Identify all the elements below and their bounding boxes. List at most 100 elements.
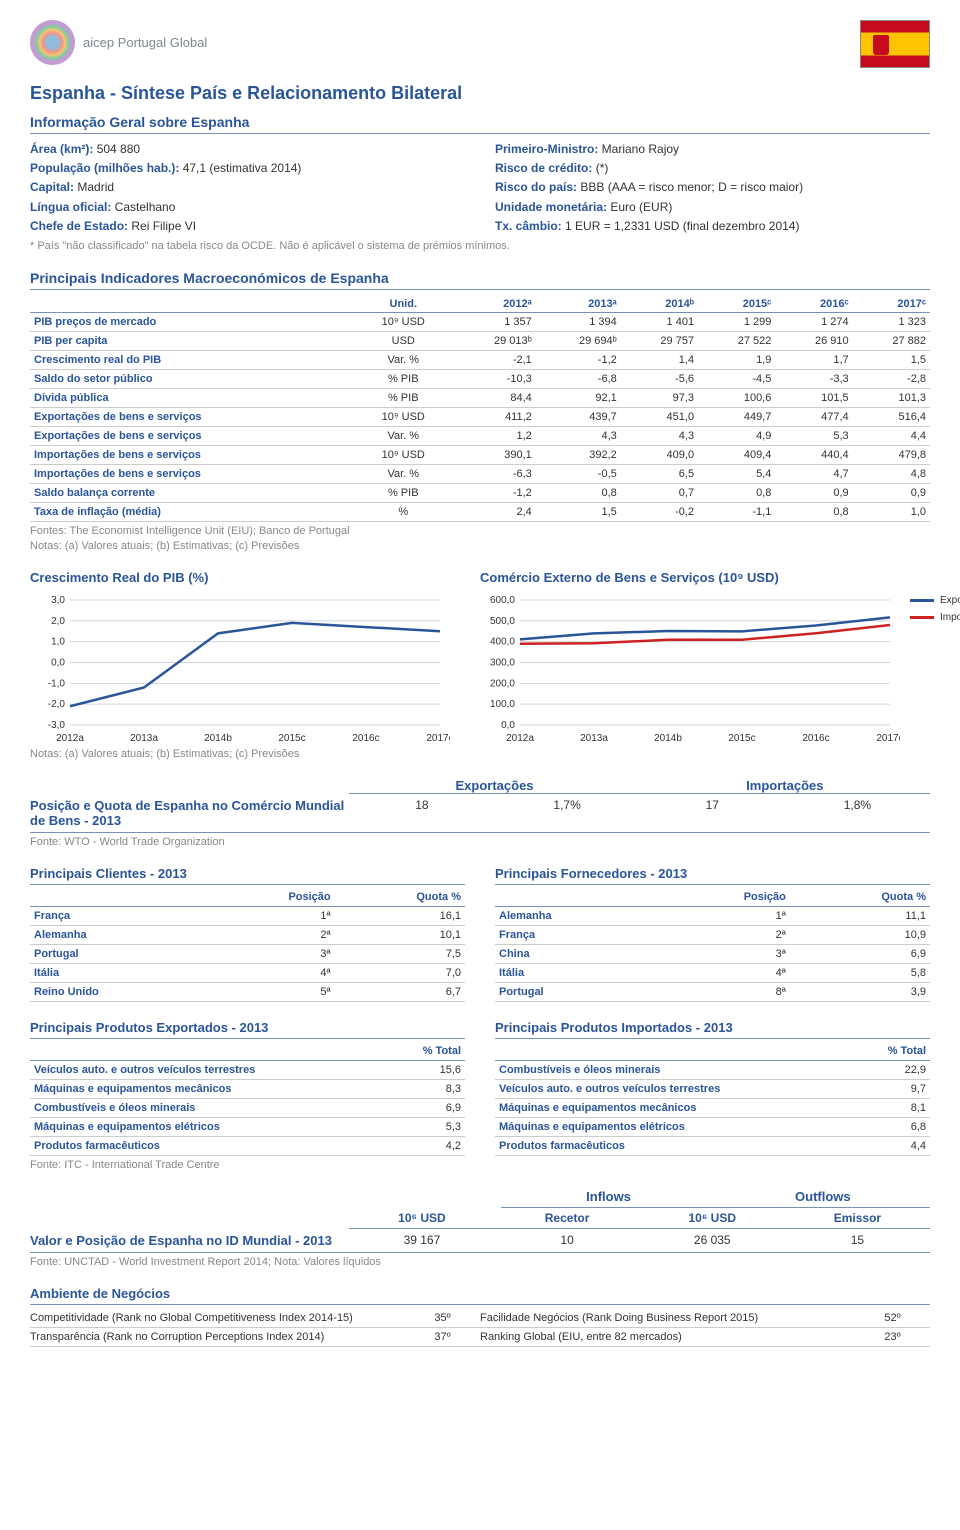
table-row: Itália4ª5,8 (495, 963, 930, 982)
info-row: Unidade monetária: Euro (EUR) (495, 198, 930, 217)
trade-position: Exportações Importações Posição e Quota … (30, 778, 930, 848)
svg-text:3,0: 3,0 (51, 595, 65, 606)
page-header: aicep Portugal Global (30, 20, 930, 68)
table-row: França1ª16,1 (30, 906, 465, 925)
table-row: Máquinas e equipamentos elétricos6,8 (495, 1117, 930, 1136)
table-row: Combustíveis e óleos minerais22,9 (495, 1060, 930, 1079)
table-row: Reino Unido5ª6,7 (30, 982, 465, 1001)
svg-text:400,0: 400,0 (490, 637, 515, 648)
table-row: Máquinas e equipamentos mecânicos8,3 (30, 1079, 465, 1098)
svg-text:600,0: 600,0 (490, 595, 515, 606)
table-row: China3ª6,9 (495, 944, 930, 963)
flow-sub: Emissor (785, 1208, 930, 1229)
svg-text:100,0: 100,0 (490, 699, 515, 710)
chart-gdp-title: Crescimento Real do PIB (%) (30, 570, 450, 585)
table-row: Importações de bens e serviços10⁹ USD390… (30, 445, 930, 464)
svg-text:2017c: 2017c (426, 733, 450, 744)
page-title: Espanha - Síntese País e Relacionamento … (30, 83, 930, 104)
flows-source: Fonte: UNCTAD - World Investment Report … (30, 1256, 930, 1268)
table-row: PIB preços de mercado10⁹ USD1 3571 3941 … (30, 312, 930, 331)
flow-val: 26 035 (640, 1229, 785, 1252)
flow-sub: 10⁶ USD (349, 1208, 494, 1229)
table-row: Exportações de bens e serviços10⁹ USD411… (30, 407, 930, 426)
svg-text:2017c: 2017c (876, 733, 900, 744)
svg-text:300,0: 300,0 (490, 657, 515, 668)
flows-row-label: Valor e Posição de Espanha no ID Mundial… (30, 1229, 349, 1252)
flow-val: 10 (495, 1229, 640, 1252)
svg-text:0,0: 0,0 (501, 720, 515, 731)
table-row: Importações de bens e serviçosVar. %-6,3… (30, 464, 930, 483)
outflows-label: Outflows (716, 1189, 930, 1208)
chart-gdp: 3,02,01,00,0-1,0-2,0-3,02012a2013a2014b2… (30, 595, 450, 745)
table-row: Portugal8ª3,9 (495, 982, 930, 1001)
legend-item: Exportações (910, 595, 960, 606)
svg-text:2013a: 2013a (580, 733, 608, 744)
flow-sub: Recetor (495, 1208, 640, 1229)
trade-imp-label: Importações (640, 778, 930, 794)
chart-legend: ExportaçõesImportações (910, 595, 960, 745)
products-imp-heading: Principais Produtos Importados - 2013 (495, 1020, 930, 1039)
products-imp-table: % TotalCombustíveis e óleos minerais22,9… (495, 1043, 930, 1156)
info-row: Risco do país: BBB (AAA = risco menor; D… (495, 178, 930, 197)
svg-text:-1,0: -1,0 (48, 678, 66, 689)
trade-source: Fonte: WTO - World Trade Organization (30, 836, 930, 848)
suppliers-table: PosiçãoQuota %Alemanha1ª11,1França2ª10,9… (495, 889, 930, 1002)
logo: aicep Portugal Global (30, 20, 207, 65)
table-row: Saldo balança corrente% PIB-1,20,80,70,8… (30, 483, 930, 502)
products-exp-heading: Principais Produtos Exportados - 2013 (30, 1020, 465, 1039)
clients-table: PosiçãoQuota %França1ª16,1Alemanha2ª10,1… (30, 889, 465, 1002)
svg-text:2012a: 2012a (56, 733, 84, 744)
trade-row-label: Posição e Quota de Espanha no Comércio M… (30, 794, 349, 832)
table-row: Combustíveis e óleos minerais6,9 (30, 1098, 465, 1117)
indicators-notes: Notas: (a) Valores atuais; (b) Estimativ… (30, 540, 930, 552)
svg-text:2015c: 2015c (728, 733, 755, 744)
svg-text:2014b: 2014b (654, 733, 682, 744)
inflows-label: Inflows (501, 1189, 715, 1208)
products-exp-table: % TotalVeículos auto. e outros veículos … (30, 1043, 465, 1156)
table-row: Exportações de bens e serviçosVar. %1,24… (30, 426, 930, 445)
general-info: Área (km²): 504 880População (milhões ha… (30, 140, 930, 236)
table-row: PIB per capitaUSD29 013ᵇ29 694ᵇ29 75727 … (30, 331, 930, 350)
fdi-flows: InflowsOutflows 10⁶ USD Recetor 10⁶ USD … (30, 1189, 930, 1268)
chart-trade-title: Comércio Externo de Bens e Serviços (10⁹… (480, 570, 960, 585)
table-row: Produtos farmacêuticos4,2 (30, 1136, 465, 1155)
svg-text:-3,0: -3,0 (48, 720, 66, 731)
svg-text:2014b: 2014b (204, 733, 232, 744)
table-row: Alemanha1ª11,1 (495, 906, 930, 925)
ambiente-table: Competitividade (Rank no Global Competit… (30, 1309, 930, 1347)
svg-text:2013a: 2013a (130, 733, 158, 744)
table-row: França2ª10,9 (495, 925, 930, 944)
table-row: Produtos farmacêuticos4,4 (495, 1136, 930, 1155)
svg-text:2016c: 2016c (802, 733, 829, 744)
general-info-heading: Informação Geral sobre Espanha (30, 114, 930, 134)
svg-text:200,0: 200,0 (490, 678, 515, 689)
info-row: Chefe de Estado: Rei Filipe VI (30, 217, 465, 236)
chart-trade: 600,0 500,0 400,0 300,0 200,0 100,0 0,0 2012a 20… (480, 595, 960, 745)
flag-spain-icon (860, 20, 930, 68)
table-row: Máquinas e equipamentos mecânicos8,1 (495, 1098, 930, 1117)
svg-text:2012a: 2012a (506, 733, 534, 744)
table-row: Alemanha2ª10,1 (30, 925, 465, 944)
trade-val: 1,8% (785, 794, 930, 832)
trade-val: 18 (349, 794, 494, 832)
svg-text:0,0: 0,0 (51, 657, 65, 668)
table-row: Crescimento real do PIBVar. %-2,1-1,21,4… (30, 350, 930, 369)
logo-text: aicep Portugal Global (83, 35, 207, 50)
info-row: Área (km²): 504 880 (30, 140, 465, 159)
svg-text:500,0: 500,0 (490, 616, 515, 627)
ambiente-row: Competitividade (Rank no Global Competit… (30, 1309, 930, 1328)
info-row: Tx. câmbio: 1 EUR = 1,2331 USD (final de… (495, 217, 930, 236)
products-source: Fonte: ITC - International Trade Centre (30, 1159, 465, 1171)
ambiente-heading: Ambiente de Negócios (30, 1286, 930, 1305)
logo-icon (30, 20, 75, 65)
flow-val: 15 (785, 1229, 930, 1252)
svg-text:-2,0: -2,0 (48, 699, 66, 710)
table-row: Máquinas e equipamentos elétricos5,3 (30, 1117, 465, 1136)
indicators-table: Unid.2012ᵃ2013ᵃ2014ᵇ2015ᶜ2016ᶜ2017ᶜ PIB … (30, 296, 930, 522)
chart-gdp-note: Notas: (a) Valores atuais; (b) Estimativ… (30, 748, 450, 760)
indicators-source: Fontes: The Economist Intelligence Unit … (30, 525, 930, 537)
table-row: Portugal3ª7,5 (30, 944, 465, 963)
info-row: Risco de crédito: (*) (495, 159, 930, 178)
svg-text:2016c: 2016c (352, 733, 379, 744)
table-row: Dívida pública% PIB84,492,197,3100,6101,… (30, 388, 930, 407)
